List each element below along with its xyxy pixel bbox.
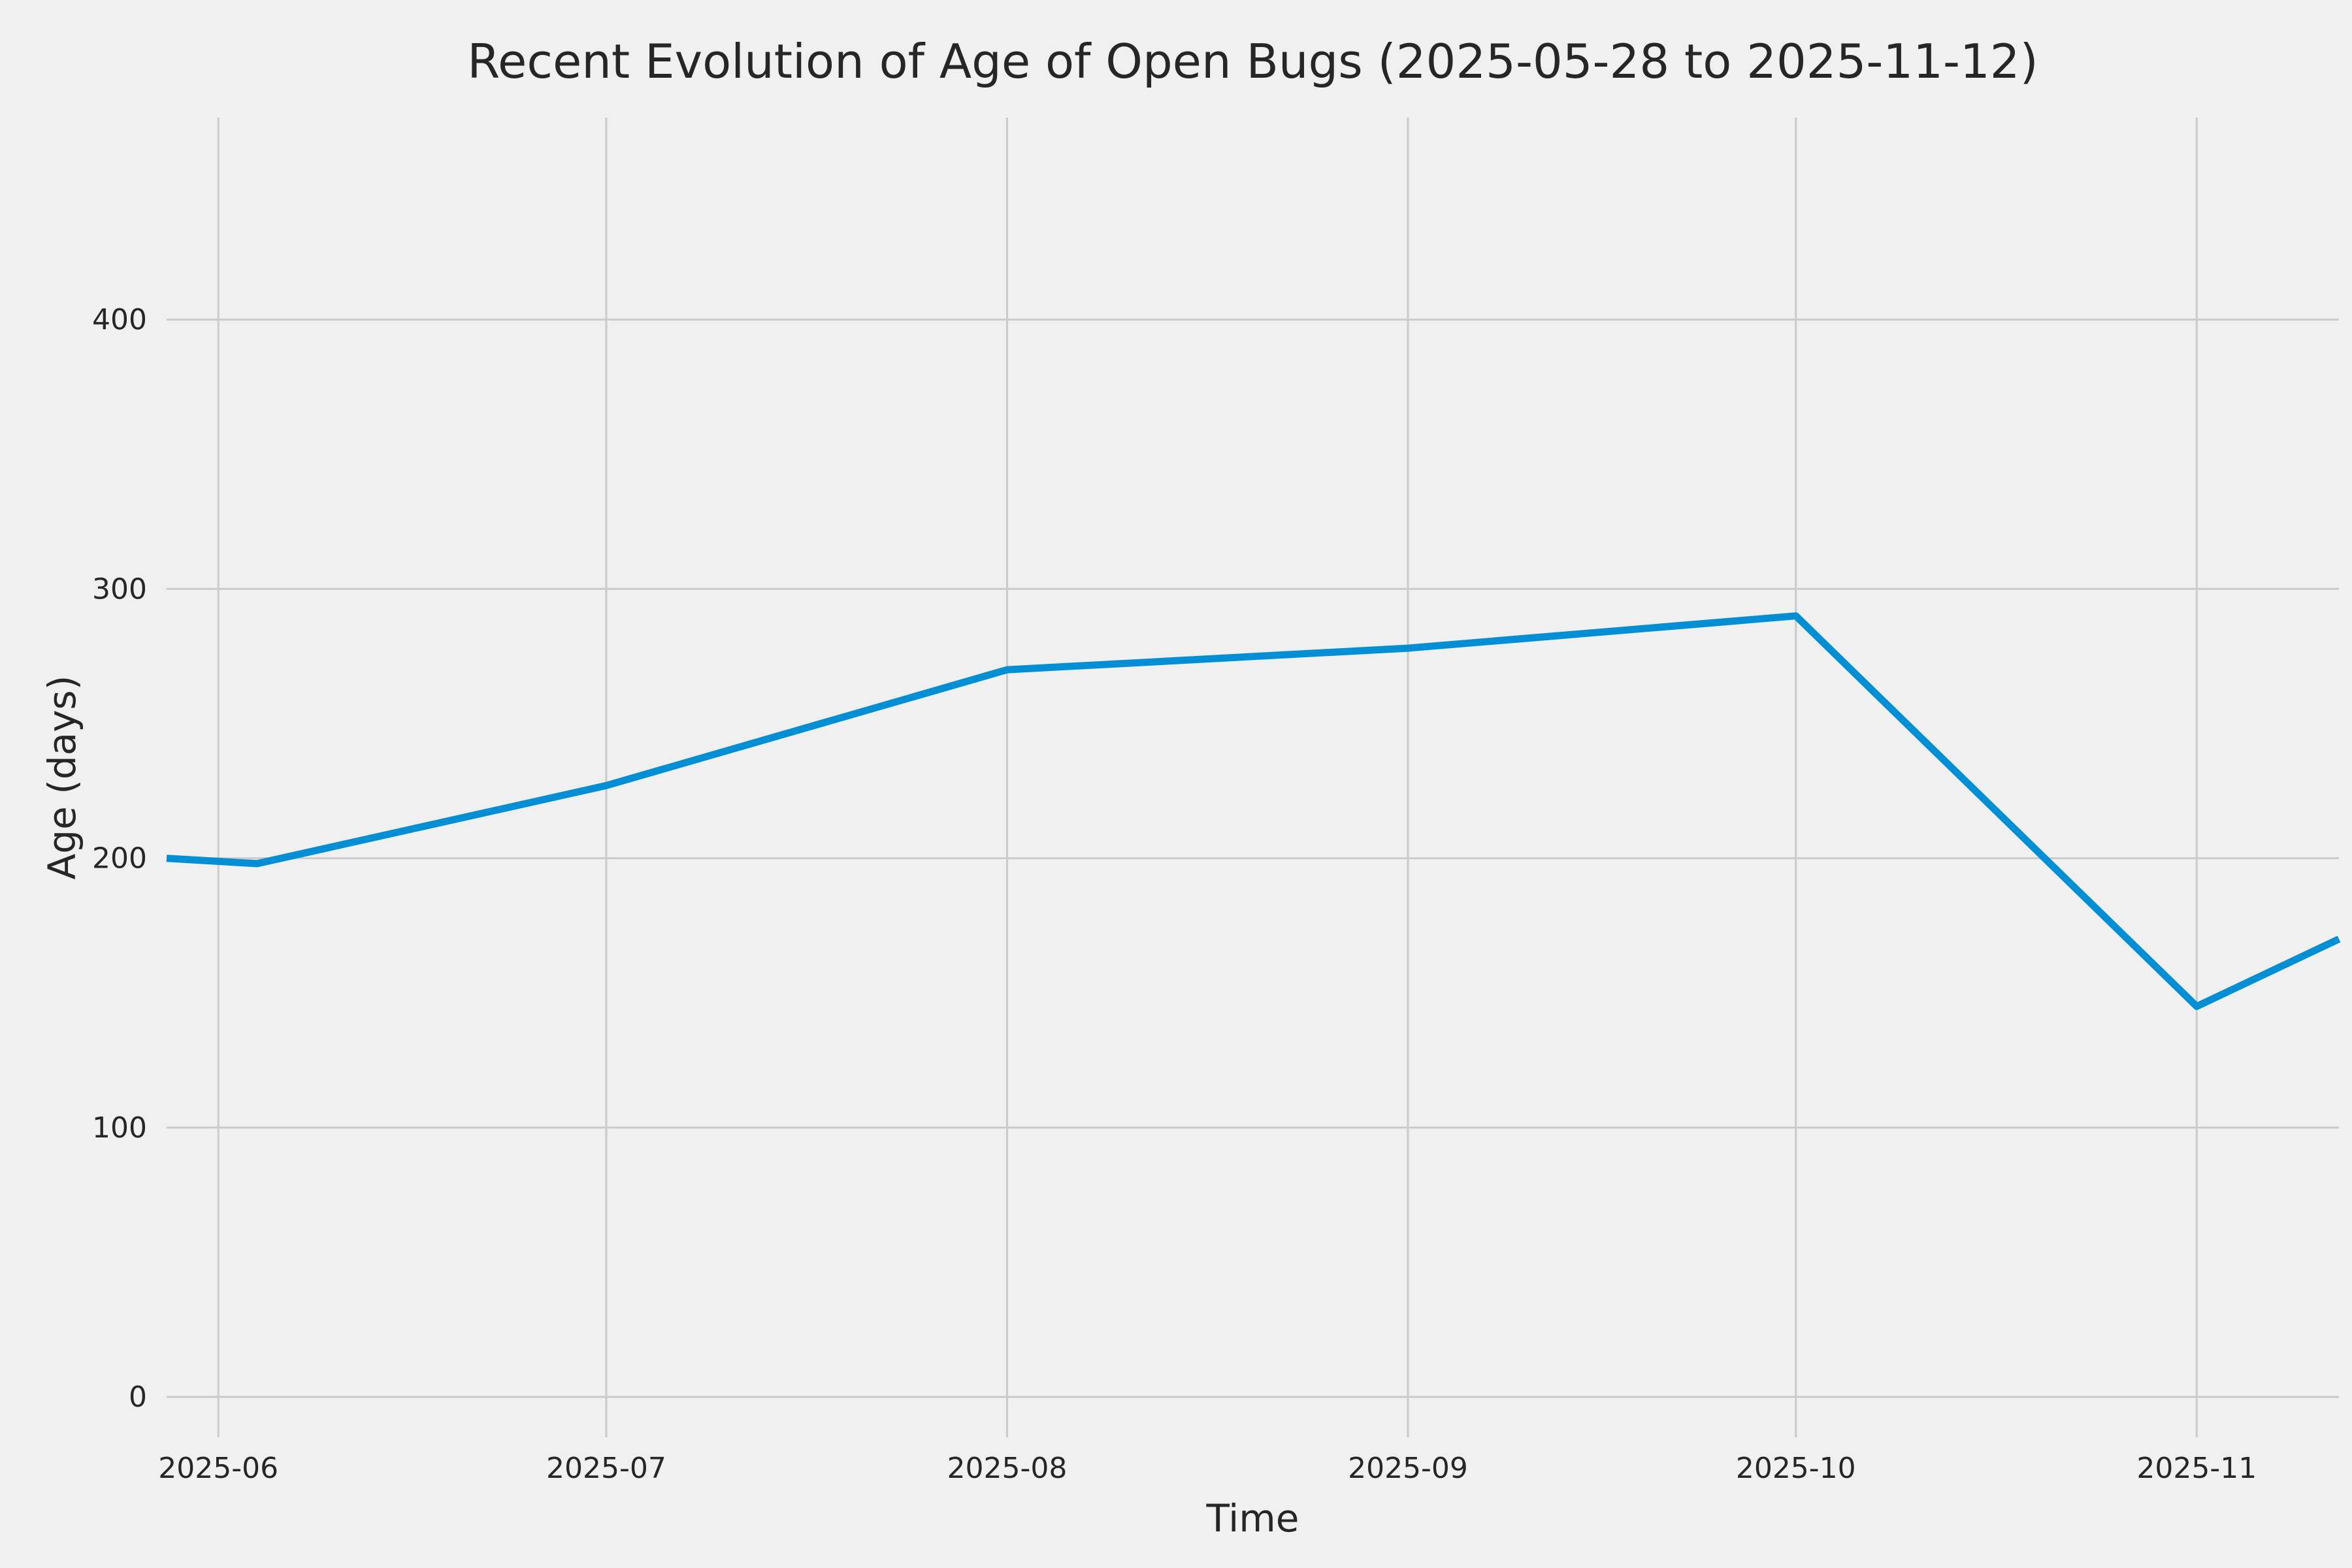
x-tick-label: 2025-11 (2136, 1452, 2257, 1485)
y-tick-label: 200 (92, 842, 147, 875)
y-tick-label: 0 (129, 1380, 147, 1414)
x-tick-label: 2025-09 (1348, 1452, 1468, 1485)
y-tick-label: 100 (92, 1111, 147, 1145)
x-tick-label: 2025-08 (947, 1452, 1068, 1485)
chart-title: Recent Evolution of Age of Open Bugs (20… (467, 34, 2038, 89)
x-tick-label: 2025-07 (546, 1452, 666, 1485)
x-tick-label: 2025-10 (1736, 1452, 1856, 1485)
line-series-age-of-open-bugs (166, 612, 2341, 1010)
x-tick-label: 2025-06 (158, 1452, 278, 1485)
y-tick-label: 300 (92, 572, 147, 606)
y-tick-label: 400 (92, 303, 147, 336)
x-axis-label: Time (1206, 1496, 1299, 1541)
